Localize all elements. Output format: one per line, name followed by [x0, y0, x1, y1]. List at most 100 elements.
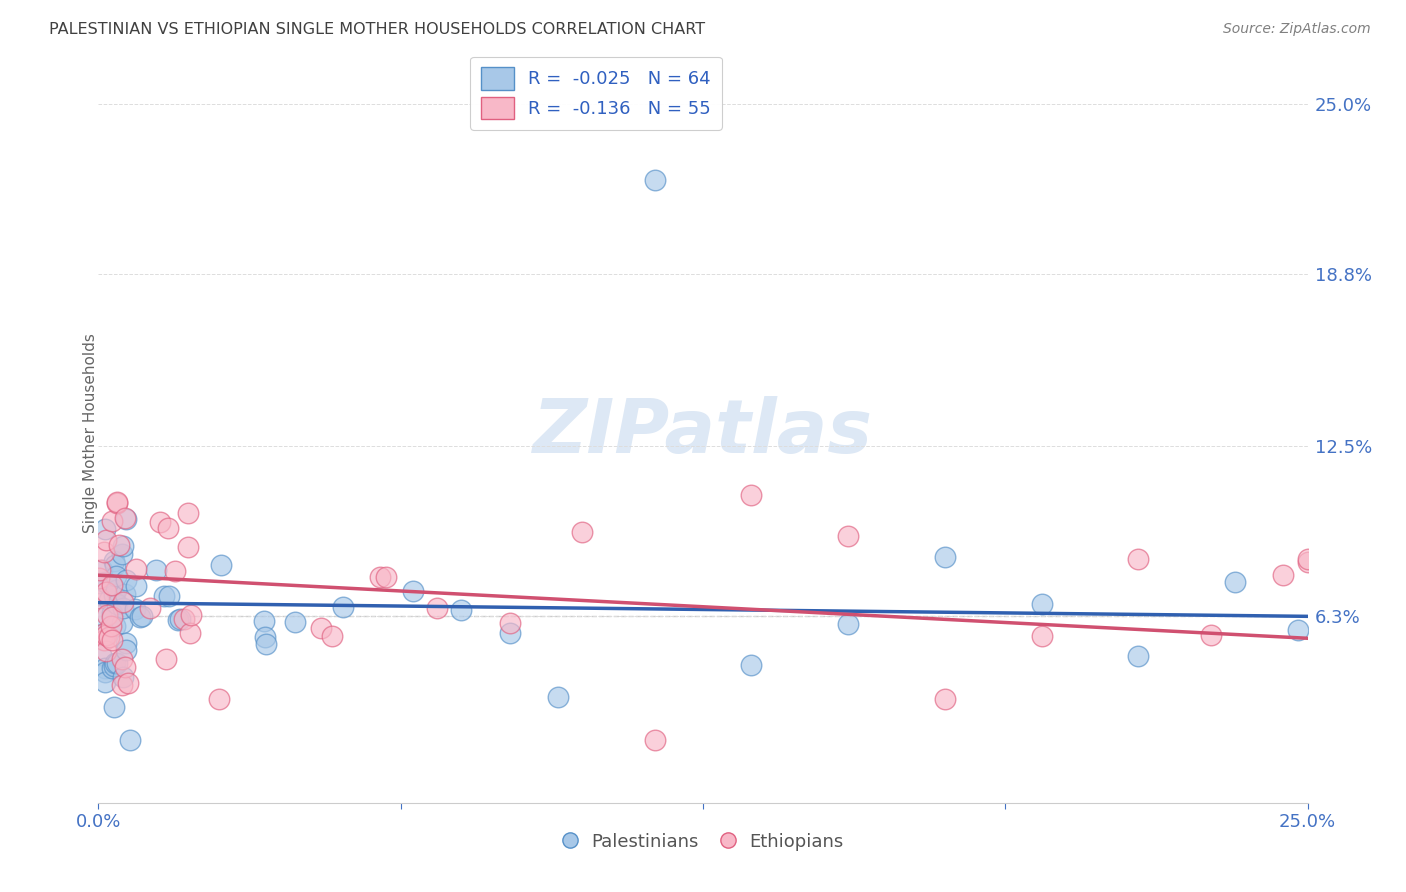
Point — [180, 607, 202, 622]
Point — [167, 613, 190, 627]
Point — [93, 633, 115, 648]
Point — [155, 652, 177, 666]
Point — [101, 661, 124, 675]
Point — [103, 659, 125, 673]
Point — [91, 562, 114, 576]
Point — [1272, 567, 1295, 582]
Point — [87, 591, 110, 606]
Point — [153, 589, 176, 603]
Point — [309, 621, 332, 635]
Point — [644, 173, 666, 187]
Point — [169, 611, 191, 625]
Point — [96, 607, 118, 622]
Point — [104, 619, 127, 633]
Point — [94, 522, 117, 536]
Point — [112, 540, 135, 554]
Point — [115, 512, 138, 526]
Point — [426, 600, 449, 615]
Point — [1296, 552, 1319, 566]
Point — [98, 593, 121, 607]
Point — [740, 658, 762, 673]
Point — [96, 576, 118, 591]
Point — [101, 610, 124, 624]
Point — [1031, 597, 1053, 611]
Point — [105, 598, 128, 612]
Point — [157, 589, 180, 603]
Point — [117, 676, 139, 690]
Point — [209, 558, 232, 572]
Point — [498, 625, 520, 640]
Point — [93, 574, 115, 589]
Point — [547, 690, 569, 704]
Point — [114, 510, 136, 524]
Point — [124, 602, 146, 616]
Point — [98, 630, 121, 644]
Point — [100, 618, 122, 632]
Point — [105, 496, 128, 510]
Point — [115, 636, 138, 650]
Point — [118, 733, 141, 747]
Point — [94, 661, 117, 675]
Point — [177, 506, 200, 520]
Point — [1286, 623, 1309, 637]
Point — [94, 585, 117, 599]
Point — [254, 637, 277, 651]
Point — [179, 625, 201, 640]
Point — [837, 617, 859, 632]
Point — [101, 514, 124, 528]
Point — [90, 648, 112, 662]
Point — [96, 628, 118, 642]
Point — [108, 538, 131, 552]
Point — [375, 570, 398, 584]
Point — [90, 608, 112, 623]
Point — [321, 629, 343, 643]
Point — [101, 633, 124, 648]
Point — [1223, 574, 1246, 589]
Point — [253, 614, 276, 628]
Point — [89, 576, 111, 591]
Point — [94, 626, 117, 640]
Point — [94, 665, 117, 680]
Point — [101, 607, 124, 621]
Point — [1199, 628, 1222, 642]
Legend: Palestinians, Ethiopians: Palestinians, Ethiopians — [554, 824, 852, 861]
Point — [740, 488, 762, 502]
Point — [934, 691, 956, 706]
Point — [157, 521, 180, 535]
Point — [110, 616, 132, 631]
Point — [837, 529, 859, 543]
Point — [89, 563, 111, 577]
Text: ZIPatlas: ZIPatlas — [533, 396, 873, 469]
Point — [1296, 555, 1319, 569]
Point — [173, 612, 195, 626]
Text: Source: ZipAtlas.com: Source: ZipAtlas.com — [1223, 22, 1371, 37]
Point — [131, 608, 153, 623]
Point — [105, 657, 128, 671]
Point — [94, 627, 117, 641]
Point — [129, 610, 152, 624]
Point — [644, 732, 666, 747]
Point — [111, 547, 134, 561]
Point — [571, 525, 593, 540]
Point — [115, 643, 138, 657]
Point — [111, 600, 134, 615]
Point — [368, 569, 391, 583]
Point — [1031, 629, 1053, 643]
Point — [94, 533, 117, 548]
Point — [114, 587, 136, 601]
Point — [105, 569, 128, 583]
Point — [177, 540, 200, 554]
Point — [93, 545, 115, 559]
Point — [111, 678, 134, 692]
Point — [207, 692, 229, 706]
Point — [165, 564, 187, 578]
Point — [125, 579, 148, 593]
Point — [402, 584, 425, 599]
Point — [111, 670, 134, 684]
Point — [103, 588, 125, 602]
Point — [104, 582, 127, 597]
Point — [1128, 649, 1150, 664]
Point — [145, 563, 167, 577]
Point — [103, 553, 125, 567]
Y-axis label: Single Mother Households: Single Mother Households — [83, 333, 97, 533]
